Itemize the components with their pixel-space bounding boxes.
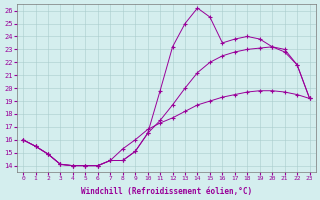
X-axis label: Windchill (Refroidissement éolien,°C): Windchill (Refroidissement éolien,°C) bbox=[81, 187, 252, 196]
